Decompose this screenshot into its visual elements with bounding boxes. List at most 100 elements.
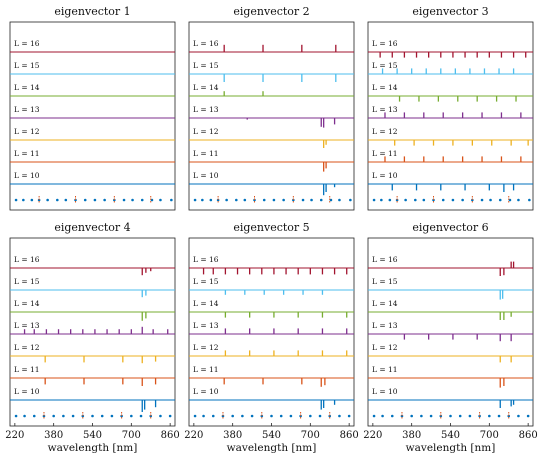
row-label: L = 13 [14, 105, 40, 114]
row-label: L = 13 [372, 105, 398, 114]
blue-marker [170, 198, 173, 202]
panel-frame [367, 237, 534, 427]
blue-marker [150, 198, 154, 202]
blue-marker [168, 414, 172, 418]
row-label: L = 11 [14, 149, 40, 158]
blue-marker [429, 414, 433, 418]
row-label: L = 11 [372, 365, 398, 374]
x-tick-label: 540 [83, 430, 102, 441]
panel-title: eigenvector 6 [412, 221, 488, 234]
blue-marker [517, 414, 520, 418]
row-label: L = 14 [372, 83, 398, 92]
row-label: L = 14 [372, 299, 398, 308]
row-label: L = 11 [14, 365, 40, 374]
blue-marker [64, 198, 68, 202]
blue-marker [193, 198, 197, 202]
row-label: L = 15 [372, 61, 398, 70]
blue-marker [103, 198, 106, 202]
blue-marker [241, 414, 244, 418]
blue-marker [225, 198, 228, 202]
panel-title: eigenvector 1 [54, 5, 130, 18]
blue-marker [270, 414, 273, 418]
row-label: L = 16 [372, 39, 398, 48]
blue-marker [526, 414, 530, 418]
blue-marker [131, 198, 134, 202]
row-label: L = 11 [372, 149, 398, 158]
blue-marker [388, 198, 392, 202]
blue-marker [410, 414, 413, 418]
blue-marker [451, 198, 455, 202]
x-tick-label: 380 [44, 430, 63, 441]
row-label: L = 13 [193, 105, 219, 114]
row-label: L = 16 [372, 255, 398, 264]
panel-6: eigenvector 6 L = 16 L = 15 L = 14 L = 13 L =… [363, 221, 537, 454]
blue-marker [231, 414, 234, 418]
blue-marker [372, 198, 376, 202]
row-label: L = 10 [193, 171, 219, 180]
panel-title: eigenvector 2 [233, 5, 309, 18]
blue-marker [202, 414, 205, 418]
blue-marker [211, 414, 215, 418]
x-tick-label: 220 [363, 430, 382, 441]
blue-marker [52, 414, 55, 418]
row-label: L = 15 [372, 277, 398, 286]
panel-frame [9, 21, 176, 211]
blue-marker [528, 198, 531, 202]
blue-marker [289, 414, 293, 418]
row-label: L = 15 [193, 277, 219, 286]
blue-marker [381, 414, 384, 418]
row-label: L = 13 [372, 321, 398, 330]
row-label: L = 14 [193, 299, 219, 308]
x-tick-label: 380 [402, 430, 421, 441]
row-label: L = 10 [14, 171, 40, 180]
row-label: L = 12 [372, 343, 398, 352]
row-label: L = 12 [193, 343, 219, 352]
row-label: L = 15 [14, 277, 40, 286]
x-tick-label: 700 [480, 430, 499, 441]
blue-marker [349, 198, 352, 202]
x-tick-label: 700 [301, 430, 320, 441]
panel-4: eigenvector 4 L = 16 L = 15 L = 14 L = 13 L =… [5, 221, 179, 454]
x-tick-label: 860 [340, 430, 359, 441]
blue-marker [250, 414, 254, 418]
blue-marker [279, 414, 283, 418]
blue-marker [140, 198, 144, 202]
row-label: L = 16 [193, 255, 219, 264]
blue-marker [517, 198, 520, 202]
x-tick-label: 540 [441, 430, 460, 441]
row-label: L = 14 [14, 299, 40, 308]
blue-marker [488, 414, 491, 418]
panel-5: eigenvector 5 L = 16 L = 15 L = 14 L = 13 L =… [184, 221, 358, 454]
x-tick-label: 860 [519, 430, 538, 441]
blue-marker [122, 198, 126, 202]
blue-marker [83, 198, 87, 202]
blue-marker [310, 198, 313, 202]
blue-marker [14, 198, 18, 202]
blue-marker [414, 198, 417, 202]
row-label: L = 10 [193, 387, 219, 396]
blue-marker [449, 414, 452, 418]
blue-marker [347, 414, 351, 418]
panel-frame [188, 237, 355, 427]
blue-marker [62, 414, 65, 418]
x-axis-label: wavelength [nm] [48, 442, 138, 454]
x-tick-label: 860 [161, 430, 180, 441]
blue-marker [468, 414, 472, 418]
blue-marker [480, 198, 484, 202]
row-label: L = 13 [14, 321, 40, 330]
blue-marker [508, 198, 512, 202]
row-label: L = 12 [372, 127, 398, 136]
row-label: L = 12 [14, 127, 40, 136]
blue-marker [243, 198, 247, 202]
blue-marker [159, 198, 162, 202]
blue-marker [498, 198, 502, 202]
row-label: L = 14 [193, 83, 219, 92]
blue-marker [56, 198, 59, 202]
blue-marker [338, 414, 341, 418]
blue-marker [497, 414, 501, 418]
blue-marker [262, 198, 266, 202]
panel-3: eigenvector 3 L = 16 L = 15 L = 14 L = 13 L =… [367, 5, 534, 211]
blue-marker [100, 414, 104, 418]
blue-marker [422, 198, 426, 202]
